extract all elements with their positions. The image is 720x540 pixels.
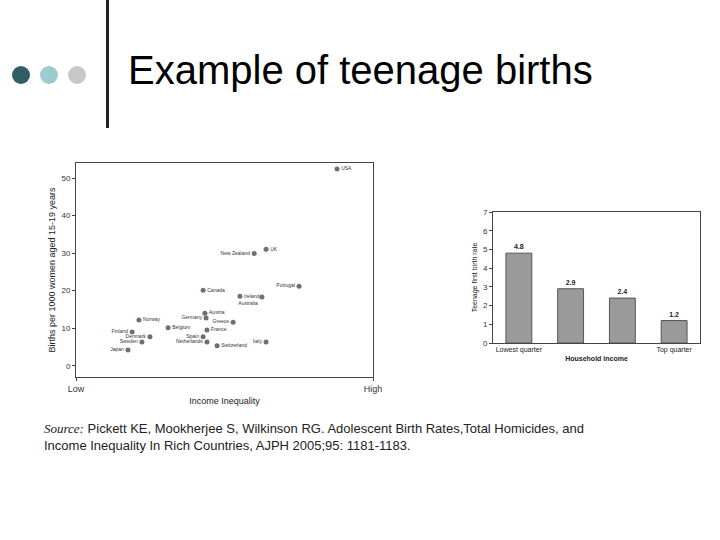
svg-text:Sweden: Sweden bbox=[120, 338, 138, 344]
svg-text:2.9: 2.9 bbox=[566, 279, 576, 286]
html-text:Example of teenage births: Example of teenage births bbox=[128, 48, 593, 92]
svg-text:1: 1 bbox=[483, 320, 488, 329]
svg-text:Ireland: Ireland bbox=[244, 293, 260, 299]
svg-text:Births per 1000 women aged 15-: Births per 1000 women aged 15-19 years bbox=[47, 187, 57, 353]
svg-text:7: 7 bbox=[483, 208, 488, 217]
svg-text:Portugal: Portugal bbox=[276, 282, 295, 288]
svg-text:Canada: Canada bbox=[207, 287, 225, 293]
svg-text:10: 10 bbox=[61, 324, 70, 333]
svg-text:Australia: Australia bbox=[238, 300, 258, 306]
svg-text:Finland: Finland bbox=[112, 328, 129, 334]
svg-text:1.2: 1.2 bbox=[669, 311, 679, 318]
svg-text:0: 0 bbox=[66, 362, 71, 371]
svg-text:50: 50 bbox=[61, 174, 70, 183]
html-text:Source: Pickett KE, Mookherjee: Source: Pickett KE, Mookherjee S, Wilkin… bbox=[44, 421, 584, 453]
svg-text:Germany: Germany bbox=[181, 314, 202, 320]
svg-text:Greece: Greece bbox=[213, 318, 230, 324]
svg-text:Household income: Household income bbox=[565, 355, 628, 362]
svg-text:Low: Low bbox=[68, 384, 85, 394]
svg-text:Top quarter: Top quarter bbox=[656, 346, 692, 354]
svg-text:4: 4 bbox=[483, 264, 488, 273]
svg-text:Spain: Spain bbox=[186, 333, 199, 339]
svg-text:High: High bbox=[364, 384, 383, 394]
svg-text:Denmark: Denmark bbox=[126, 333, 147, 339]
svg-text:5: 5 bbox=[483, 245, 488, 254]
svg-text:USA: USA bbox=[341, 165, 352, 171]
svg-text:40: 40 bbox=[61, 211, 70, 220]
svg-text:4.8: 4.8 bbox=[514, 243, 524, 250]
svg-text:Italy: Italy bbox=[253, 338, 263, 344]
svg-text:Switzerland: Switzerland bbox=[221, 342, 247, 348]
svg-text:6: 6 bbox=[483, 227, 488, 236]
svg-text:Belgium: Belgium bbox=[172, 324, 190, 330]
svg-text:Norway: Norway bbox=[143, 316, 160, 322]
svg-text:20: 20 bbox=[61, 286, 70, 295]
svg-text:Teenage first birth rate: Teenage first birth rate bbox=[471, 243, 479, 313]
svg-text:UK: UK bbox=[270, 246, 278, 252]
svg-text:2.4: 2.4 bbox=[617, 288, 627, 295]
svg-text:France: France bbox=[211, 326, 227, 332]
svg-text:Netherlands: Netherlands bbox=[176, 338, 203, 344]
svg-text:New Zealand: New Zealand bbox=[221, 250, 251, 256]
svg-text:2: 2 bbox=[483, 301, 488, 310]
svg-text:Income Inequality: Income Inequality bbox=[189, 396, 260, 406]
svg-text:30: 30 bbox=[61, 249, 70, 258]
svg-text:Japan: Japan bbox=[110, 346, 124, 352]
svg-text:Austria: Austria bbox=[209, 309, 225, 315]
svg-text:3: 3 bbox=[483, 283, 488, 292]
svg-text:Lowest quarter: Lowest quarter bbox=[496, 346, 543, 354]
svg-text:0: 0 bbox=[483, 339, 488, 348]
